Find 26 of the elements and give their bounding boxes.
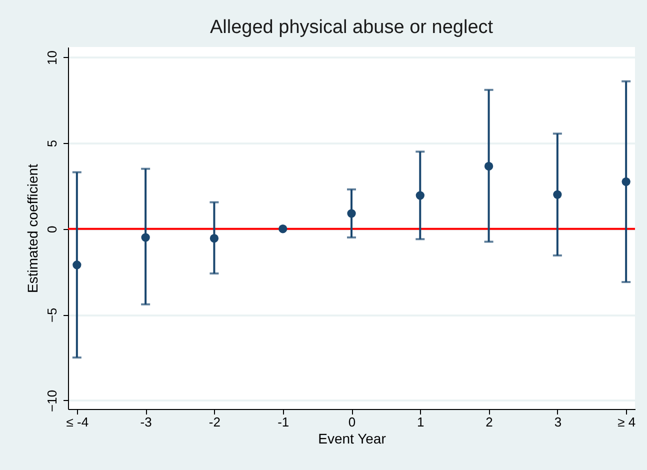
x-tick-label: -2 <box>208 414 220 430</box>
point <box>210 234 219 243</box>
point <box>278 224 288 234</box>
y-axis-title: Estimated coefficient <box>24 164 40 293</box>
x-tick-label: ≤ -4 <box>66 414 89 430</box>
x-tick-label: ≥ 4 <box>618 414 636 430</box>
y-tick-label: 0 <box>44 226 60 233</box>
x-tick-label: -3 <box>140 414 152 430</box>
x-tick-label: 3 <box>554 414 562 430</box>
y-tick-label: 5 <box>44 140 60 148</box>
point <box>416 191 424 200</box>
y-tick-label: 10 <box>44 50 60 66</box>
point <box>347 209 356 218</box>
x-tick-label: -1 <box>278 414 290 430</box>
chart-title: Alleged physical abuse or neglect <box>210 17 494 38</box>
y-tick-label: −5 <box>44 308 60 323</box>
x-tick-label: 0 <box>348 414 356 430</box>
point <box>484 162 494 171</box>
x-tick-label: 2 <box>486 414 493 430</box>
point <box>141 233 150 242</box>
point <box>622 177 630 186</box>
y-tick-label: −10 <box>44 390 60 412</box>
point <box>553 190 562 199</box>
x-axis-title: Event Year <box>318 430 386 446</box>
point <box>72 260 82 270</box>
x-tick-label: 1 <box>417 414 424 430</box>
